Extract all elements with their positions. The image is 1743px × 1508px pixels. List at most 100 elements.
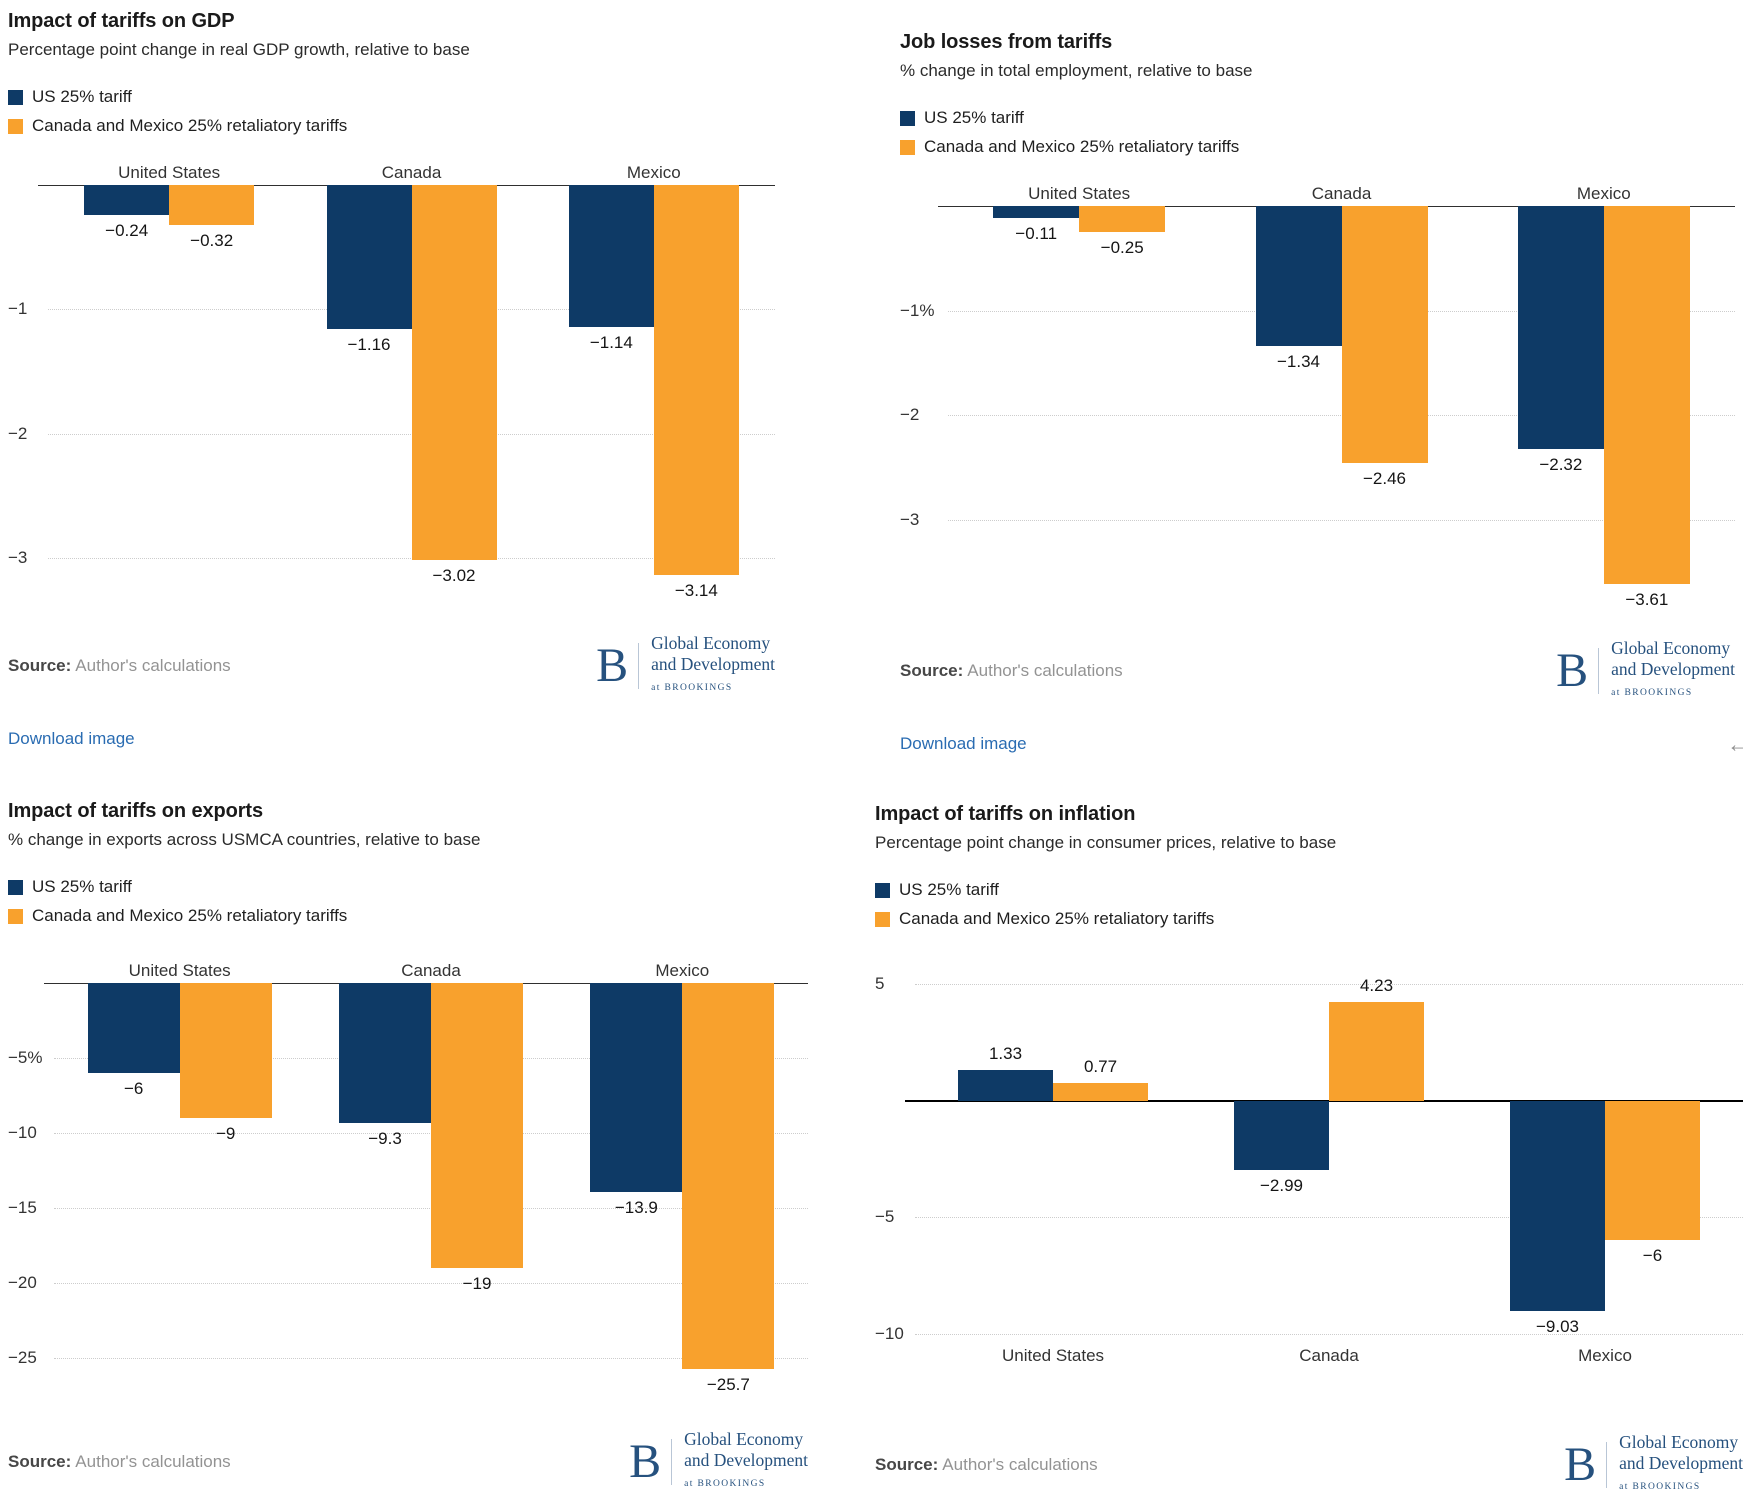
bar-us-tariff-mexico <box>1510 1100 1605 1312</box>
source-note: Source: Author's calculations <box>8 656 231 675</box>
legend-label: Canada and Mexico 25% retaliatory tariff… <box>924 137 1240 156</box>
legend-swatch-blue-icon <box>8 879 23 895</box>
chart-footer: Source: Author's calculations B Global Ec… <box>875 1432 1743 1498</box>
legend-swatch-orange-icon <box>8 908 23 924</box>
carousel-left-arrow-icon[interactable]: ← <box>1727 731 1743 757</box>
legend-item-us-tariff: US 25% tariff <box>8 876 808 898</box>
brookings-logo: B Global Economy and Development at BROO… <box>1564 1432 1743 1498</box>
legend-label: Canada and Mexico 25% retaliatory tariff… <box>32 116 348 135</box>
bar-us-tariff-canada <box>326 185 412 330</box>
brookings-b-icon: B <box>1564 1438 1597 1491</box>
y-tick-label: −15 <box>8 1198 37 1217</box>
bar-value-label: −0.32 <box>190 230 234 250</box>
chart-footer: Source: Author's calculations B Global Ec… <box>900 638 1735 704</box>
bar-us-tariff-united-states <box>84 185 170 215</box>
bar-retaliatory-mexico <box>653 185 739 576</box>
logo-divider <box>671 1439 673 1485</box>
y-tick-label: −2 <box>8 423 28 443</box>
bar-value-label: −0.24 <box>105 220 149 240</box>
bar-value-label: −1.16 <box>347 335 391 355</box>
category-label: United States <box>118 163 221 182</box>
category-label: Mexico <box>1576 184 1631 203</box>
gridline <box>915 1217 1743 1219</box>
bar-us-tariff-mexico <box>1517 206 1604 449</box>
category-label: Mexico <box>655 961 710 980</box>
logo-text: Global Economy and Development at BROOKI… <box>684 1429 808 1489</box>
bar-retaliatory-united-states <box>1053 1082 1148 1101</box>
bar-value-label: −3.02 <box>432 566 476 586</box>
legend-item-retaliatory-tariff: Canada and Mexico 25% retaliatory tariff… <box>900 136 1735 158</box>
y-tick-label: −25 <box>8 1348 37 1367</box>
chart-footer: Source: Author's calculations B Global Ec… <box>8 1429 808 1495</box>
bar-retaliatory-canada <box>431 983 523 1268</box>
bar-retaliatory-canada <box>1329 1001 1424 1101</box>
bar-value-label: −3.61 <box>1625 589 1669 609</box>
bar-value-label: −3.14 <box>674 581 718 601</box>
y-tick-label: −10 <box>875 1323 904 1343</box>
bar-retaliatory-canada <box>411 185 497 561</box>
logo-text: Global Economy and Development at BROOKI… <box>651 633 775 693</box>
y-tick-label: −2 <box>900 405 920 425</box>
gdp-chart: Impact of tariffs on GDP Percentage poin… <box>8 8 775 749</box>
legend-item-us-tariff: US 25% tariff <box>875 879 1743 901</box>
chart-subtitle: Percentage point change in consumer pric… <box>875 833 1337 852</box>
download-image-link[interactable]: Download image <box>900 734 1027 753</box>
legend-item-us-tariff: US 25% tariff <box>8 86 775 108</box>
category-axis: United States Canada Mexico <box>900 184 1735 206</box>
bar-plot: −1% −2 −3 −0.11 −1.34 −2.32 −0.25 −2.46 −3.61 <box>900 206 1735 614</box>
legend-label: Canada and Mexico 25% retaliatory tariff… <box>899 909 1215 928</box>
logo-divider <box>1598 648 1600 694</box>
category-label: Canada <box>1299 1346 1359 1365</box>
y-tick-label: 5 <box>875 974 885 993</box>
chart-subtitle: Percentage point change in real GDP grow… <box>8 40 470 59</box>
bar-value-label: −2.99 <box>1259 1176 1304 1196</box>
y-tick-label: −20 <box>8 1273 37 1292</box>
brookings-b-icon: B <box>596 639 629 692</box>
bar-plot: 5 −5 −10 1.33 −2.99 −9.03 0.77 4.23 −6 <box>875 974 1743 1343</box>
bar-value-label: −0.11 <box>1015 223 1058 243</box>
category-label: Mexico <box>1578 1346 1632 1365</box>
category-label: Canada <box>381 163 442 182</box>
y-tick-label: −10 <box>8 1123 37 1142</box>
bar-us-tariff-united-states <box>993 206 1080 218</box>
legend-item-retaliatory-tariff: Canada and Mexico 25% retaliatory tariff… <box>8 905 808 927</box>
legend-label: Canada and Mexico 25% retaliatory tariff… <box>32 906 348 925</box>
source-note: Source: Author's calculations <box>8 1452 231 1471</box>
legend: US 25% tariff Canada and Mexico 25% reta… <box>900 107 1735 158</box>
y-tick-label: −5% <box>8 1048 43 1067</box>
bar-value-label: 1.33 <box>988 1043 1023 1063</box>
brookings-b-icon: B <box>629 1435 662 1488</box>
legend: US 25% tariff Canada and Mexico 25% reta… <box>875 879 1743 930</box>
bar-us-tariff-canada <box>1255 206 1342 347</box>
legend-swatch-orange-icon <box>900 139 915 155</box>
legend-label: US 25% tariff <box>924 108 1024 127</box>
y-tick-label: −5 <box>875 1207 895 1227</box>
bar-retaliatory-united-states <box>169 185 255 225</box>
legend-swatch-blue-icon <box>900 110 915 126</box>
bar-retaliatory-canada <box>1341 206 1428 464</box>
bar-value-label: −2.46 <box>1362 469 1407 489</box>
category-label: United States <box>1001 1346 1105 1365</box>
y-tick-label: −3 <box>8 547 28 567</box>
chart-title: Impact of tariffs on exports <box>8 800 264 822</box>
legend-item-retaliatory-tariff: Canada and Mexico 25% retaliatory tariff… <box>8 115 775 137</box>
bar-us-tariff-canada <box>339 983 431 1123</box>
chart-subtitle: % change in total employment, relative t… <box>900 61 1253 80</box>
bar-value-label: −2.32 <box>1539 454 1583 474</box>
source-note: Source: Author's calculations <box>875 1455 1098 1474</box>
bar-value-label: 0.77 <box>1083 1056 1118 1076</box>
legend-swatch-blue-icon <box>875 882 890 898</box>
category-label: Canada <box>401 961 461 980</box>
brookings-logo: B Global Economy and Development at BROO… <box>629 1429 808 1495</box>
bar-value-label: −9 <box>215 1124 236 1143</box>
bar-us-tariff-united-states <box>958 1069 1053 1101</box>
legend-swatch-orange-icon <box>875 911 890 927</box>
download-image-link[interactable]: Download image <box>8 729 135 748</box>
gridline <box>915 984 1743 985</box>
category-label: United States <box>1028 184 1131 203</box>
bar-value-label: −6 <box>123 1079 144 1098</box>
y-tick-label: −3 <box>900 509 920 529</box>
legend-label: US 25% tariff <box>899 880 999 899</box>
legend-label: US 25% tariff <box>32 87 132 106</box>
bar-value-label: −1.34 <box>1276 352 1321 372</box>
